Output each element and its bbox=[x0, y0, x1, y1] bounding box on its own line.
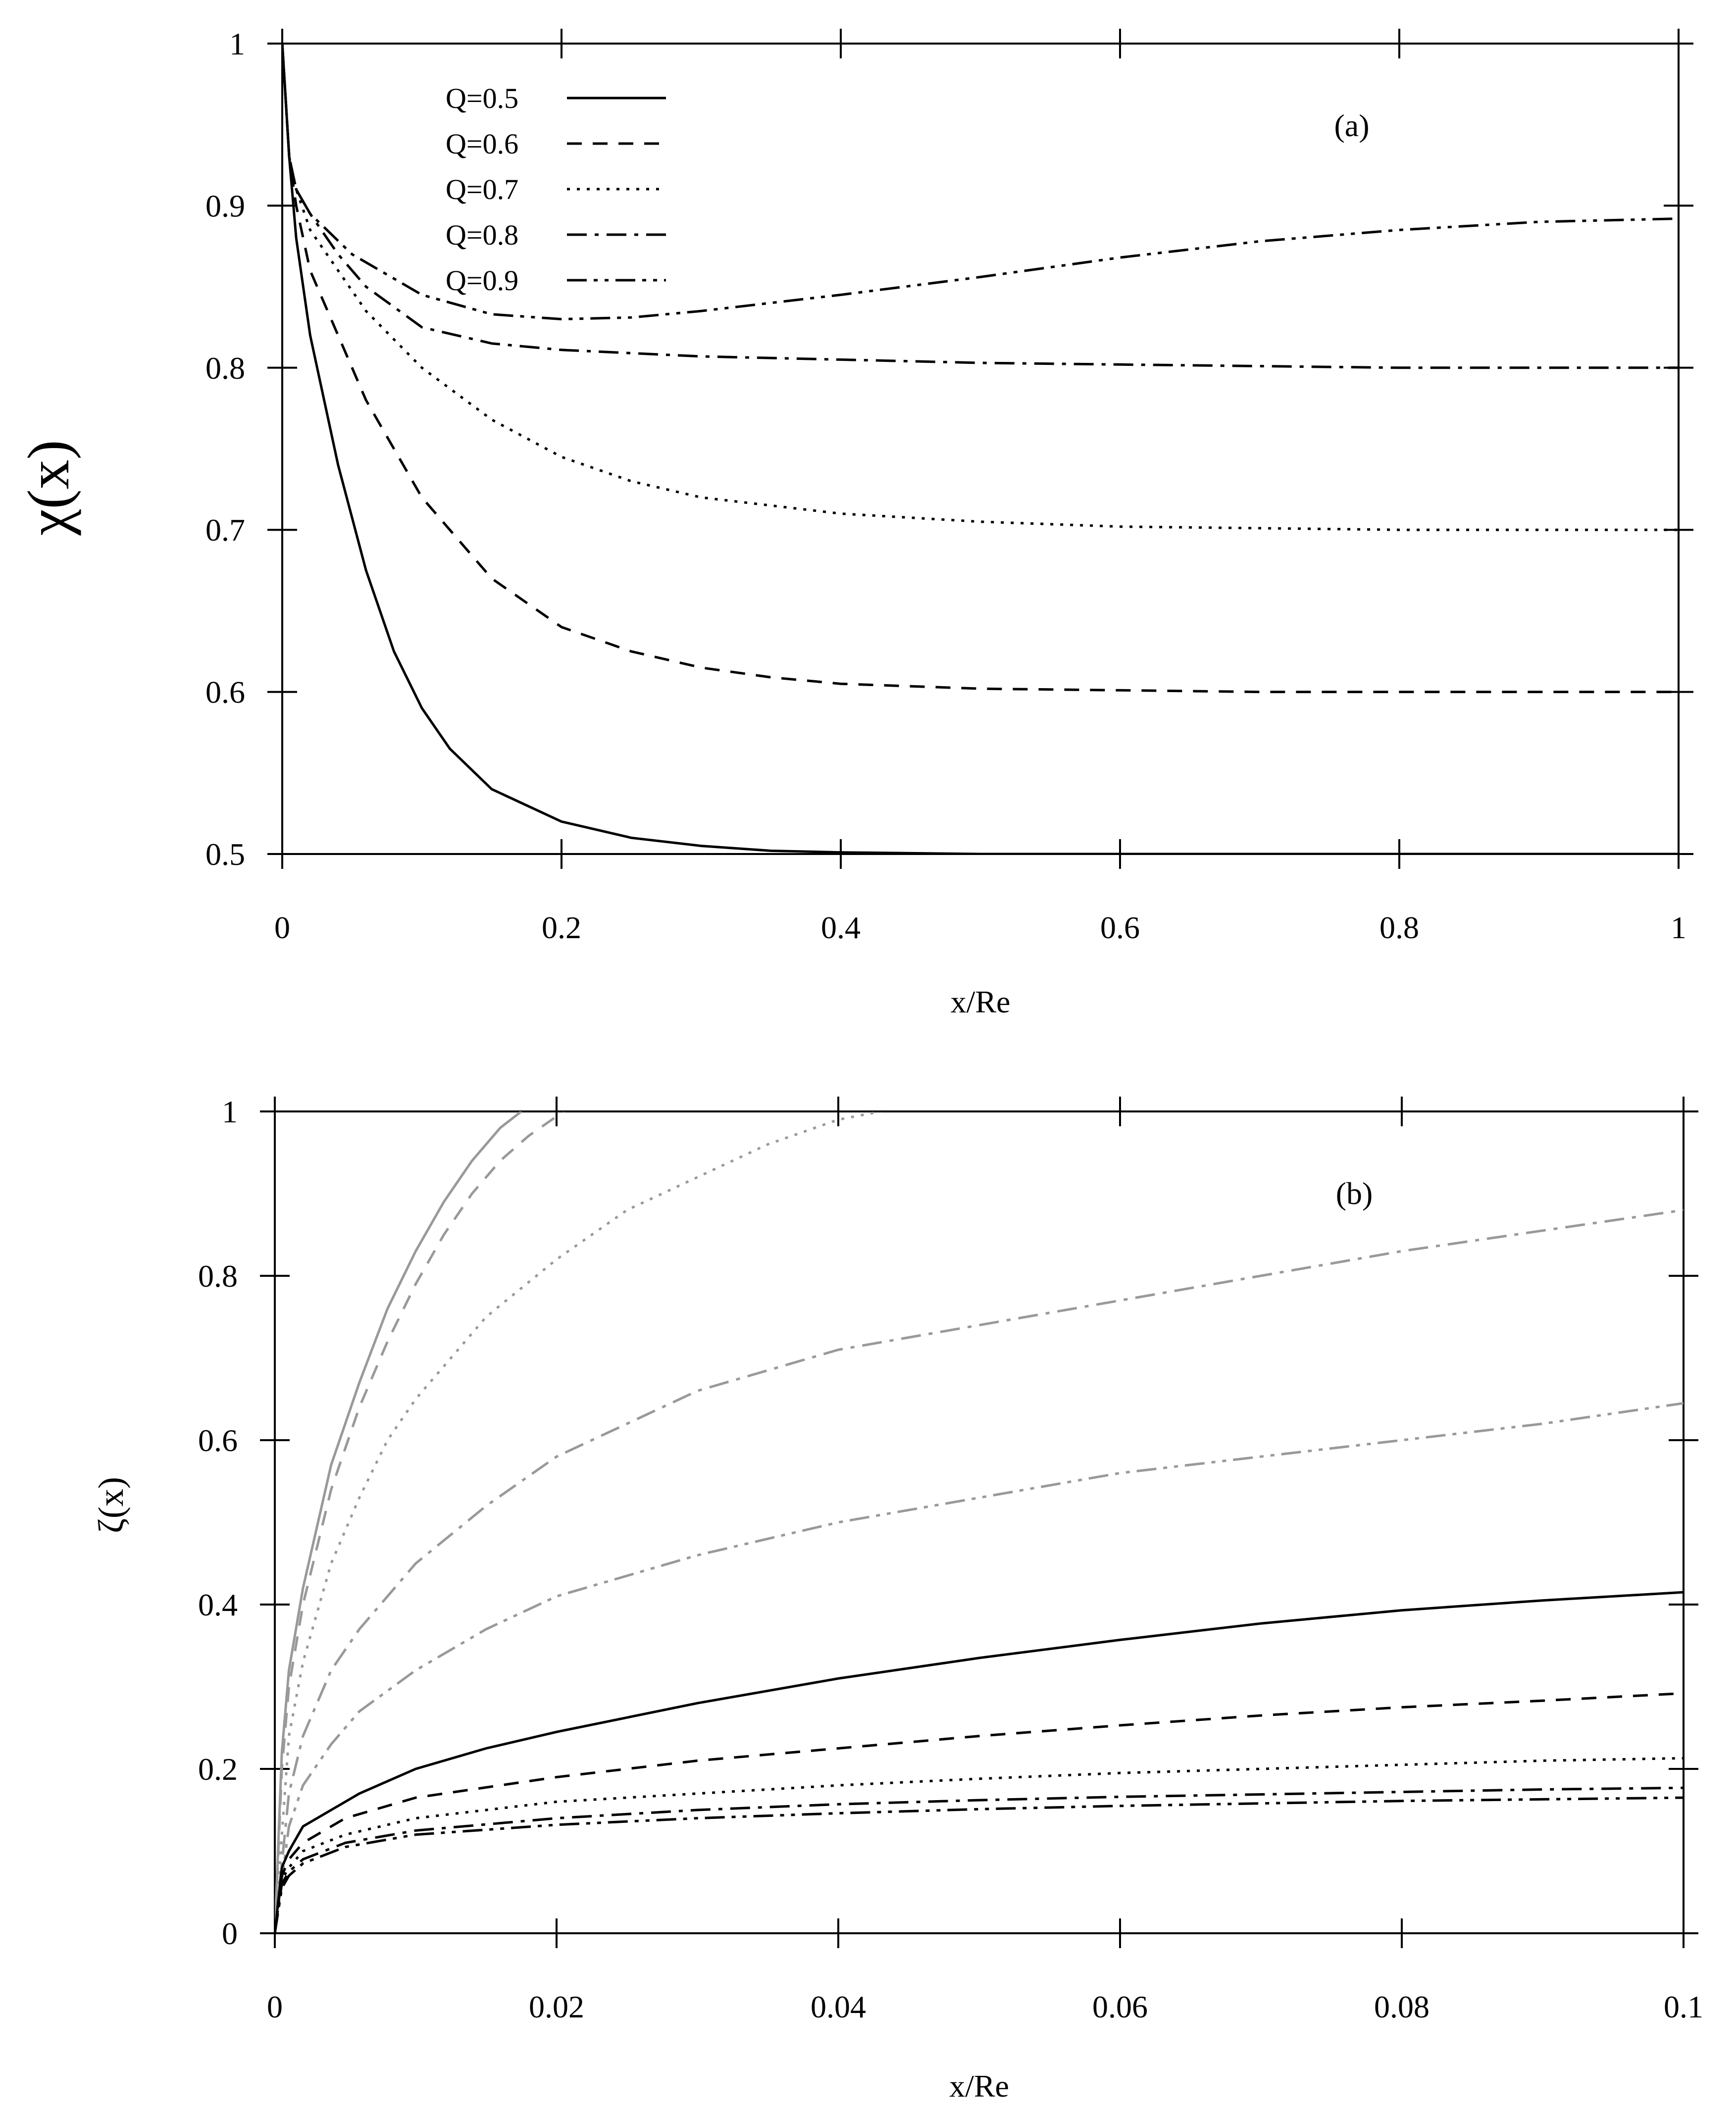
y-tick-label: 0.6 bbox=[198, 1423, 238, 1458]
chart-panel-a: 0 0.2 0.4 0.6 0.8 1 0.5 0.6 0.7 0.8 0.9 1 x/Re χ(x) (a… bbox=[15, 26, 1693, 1019]
x-tick-label: 0.1 bbox=[1664, 1989, 1703, 2024]
x-tick-label: 0.04 bbox=[811, 1989, 866, 2024]
y-tick-label: 0.8 bbox=[205, 351, 245, 386]
series-line-grey-dotted bbox=[275, 1111, 881, 1933]
series-line-q-0-8 bbox=[282, 44, 1679, 369]
chart-panel-b: 0 0.02 0.04 0.06 0.08 0.1 0 0.2 0.4 0.6 0.8 1 x/Re ζ(… bbox=[91, 1094, 1703, 2104]
legend-label: Q=0.9 bbox=[446, 264, 518, 297]
x-tick-label: 0.8 bbox=[1379, 910, 1419, 945]
series-line-black-solid bbox=[275, 1591, 1684, 1933]
y-tick-label: 0 bbox=[222, 1916, 238, 1951]
legend-label: Q=0.5 bbox=[446, 82, 518, 114]
x-tick-label: 0 bbox=[274, 910, 290, 945]
y-tick-label: 1 bbox=[222, 1094, 238, 1129]
y-tick-label: 0.7 bbox=[205, 512, 245, 548]
y-axis-title: ζ(x) bbox=[91, 1477, 131, 1533]
series-line-q-0-9 bbox=[282, 44, 1679, 321]
y-tick-label: 0.2 bbox=[198, 1752, 238, 1787]
series-line-grey-dashdot bbox=[275, 1208, 1684, 1933]
series-line-q-0-6 bbox=[282, 44, 1679, 694]
y-tick-label: 0.4 bbox=[198, 1587, 238, 1622]
x-tick-label: 0.4 bbox=[821, 910, 861, 945]
legend-label: Q=0.6 bbox=[446, 128, 518, 160]
panel-label: (b) bbox=[1336, 1176, 1373, 1211]
y-tick-label: 0.6 bbox=[205, 675, 245, 710]
legend: Q=0.5 Q=0.6 Q=0.7 Q=0.8 Q=0.9 bbox=[446, 82, 666, 297]
y-tick-label: 1 bbox=[229, 26, 245, 61]
series-line-black-dashdotdot bbox=[275, 1796, 1684, 1933]
x-tick-label: 0 bbox=[267, 1989, 283, 2024]
x-tick-label: 0.2 bbox=[542, 910, 581, 945]
series-line-grey-dashdotdot bbox=[275, 1402, 1684, 1933]
series-line-grey-solid bbox=[275, 1111, 522, 1933]
x-tick-label: 0.08 bbox=[1374, 1989, 1430, 2024]
y-tick-label: 0.8 bbox=[198, 1258, 238, 1294]
y-axis-title: χ(x) bbox=[15, 440, 81, 536]
plot-frame bbox=[274, 1110, 1685, 1934]
legend-label: Q=0.7 bbox=[446, 173, 518, 205]
x-tick-label: 1 bbox=[1671, 910, 1686, 945]
x-axis-title: x/Re bbox=[949, 2068, 1009, 2104]
y-tick-label: 0.9 bbox=[205, 188, 245, 223]
series-line-black-dashdot bbox=[275, 1786, 1684, 1933]
x-axis-title: x/Re bbox=[951, 984, 1011, 1019]
series-group bbox=[282, 44, 1679, 854]
series-line-black-dashed bbox=[275, 1692, 1684, 1933]
x-tick-label: 0.02 bbox=[529, 1989, 584, 2024]
y-tick-label: 0.5 bbox=[205, 837, 245, 872]
panel-label: (a) bbox=[1334, 108, 1369, 143]
series-group bbox=[275, 1111, 1684, 1933]
legend-label: Q=0.8 bbox=[446, 219, 518, 251]
x-tick-label: 0.06 bbox=[1092, 1989, 1148, 2024]
x-tick-label: 0.6 bbox=[1100, 910, 1140, 945]
series-line-q-0-5 bbox=[282, 44, 1679, 854]
